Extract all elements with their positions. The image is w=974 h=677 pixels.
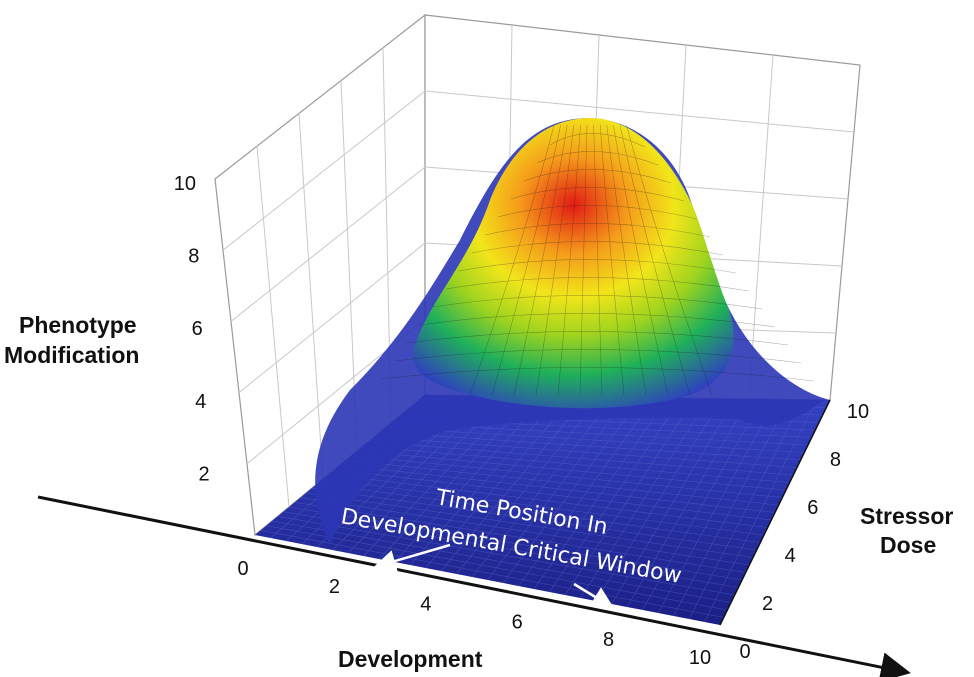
peak-mesh-line <box>513 124 568 396</box>
peak-mesh-line <box>593 124 603 396</box>
y-tick-label: 10 <box>847 401 869 423</box>
x-tick-label: 4 <box>420 594 431 616</box>
x-tick-labels: 0 2 4 6 8 10 <box>237 558 711 669</box>
grid-line-horizontal <box>230 166 849 322</box>
y-tick-label: 2 <box>762 593 773 615</box>
x-axis-title: Development <box>338 646 483 672</box>
peak-mesh-line <box>471 241 724 256</box>
peak-hill <box>412 118 734 409</box>
z-tick-label: 10 <box>174 173 196 195</box>
grid-line-left-wall <box>298 113 324 480</box>
y-axis-title-line-1: Stressor <box>860 503 953 529</box>
z-tick-labels: 2 4 6 8 10 <box>174 173 210 485</box>
floor-mesh-line <box>673 399 790 617</box>
x-tick-label: 0 <box>237 558 248 580</box>
peak-mesh-line <box>536 151 659 166</box>
peak-mesh-line <box>510 187 685 202</box>
floor-mesh-line <box>688 399 804 620</box>
floor-mesh-line <box>704 399 817 623</box>
stressor-axis-edge <box>719 399 831 626</box>
peak-mesh-line <box>419 313 776 328</box>
z-tick-label: 4 <box>195 391 206 413</box>
x-tick-label: 2 <box>329 576 340 598</box>
peak-mesh <box>380 124 815 396</box>
peak-mesh-line <box>484 223 711 238</box>
x-tick-label: 10 <box>689 647 711 669</box>
y-tick-label: 8 <box>830 449 841 471</box>
z-tick-label: 6 <box>192 318 203 340</box>
annotation-arrow-right <box>573 582 615 609</box>
z-tick-label: 8 <box>188 246 199 268</box>
grid-line-horizontal <box>222 90 855 251</box>
peak-mesh-line <box>406 331 789 346</box>
peak-mesh-line <box>549 133 646 148</box>
peak-surface <box>315 118 830 545</box>
peak-mesh-line <box>579 124 588 396</box>
y-axis-title-line-2: Dose <box>880 532 936 558</box>
peak-mesh-line <box>619 124 691 396</box>
peak-mesh-line <box>432 295 763 310</box>
grid-line-back-wall <box>748 54 774 400</box>
peak-mesh-line <box>469 124 555 396</box>
y-tick-labels: 0 2 4 6 8 10 <box>739 401 869 663</box>
y-tick-label: 6 <box>807 497 818 519</box>
z-axis-title-line-1: Phenotype <box>19 312 137 338</box>
peak-mesh-line <box>491 124 561 396</box>
peak-mesh-line <box>626 124 713 396</box>
peak-mesh-line <box>393 349 802 364</box>
peak-mesh-line <box>613 124 669 396</box>
peak-mesh-line <box>535 124 575 396</box>
peak-mesh-line <box>599 124 625 396</box>
peak-mesh-line <box>458 259 737 274</box>
floor-mesh-line <box>657 399 777 614</box>
y-tick-label: 0 <box>739 641 750 663</box>
annotation-arrow-left <box>373 543 451 572</box>
grid-line-left-wall <box>256 146 290 508</box>
peak-mesh-line <box>557 124 581 396</box>
peak-mesh-line <box>380 367 815 382</box>
z-axis-title-line-2: Modification <box>4 342 139 368</box>
development-axis-arrow <box>37 495 911 677</box>
y-tick-label: 4 <box>785 545 796 567</box>
peak-mesh-line <box>497 205 698 220</box>
peak-mesh-line <box>606 124 647 396</box>
x-tick-label: 8 <box>603 629 614 651</box>
peak-mesh-line <box>523 169 672 184</box>
z-tick-label: 2 <box>198 463 209 485</box>
peak-mesh-line <box>445 277 750 292</box>
x-tick-label: 6 <box>512 611 523 633</box>
